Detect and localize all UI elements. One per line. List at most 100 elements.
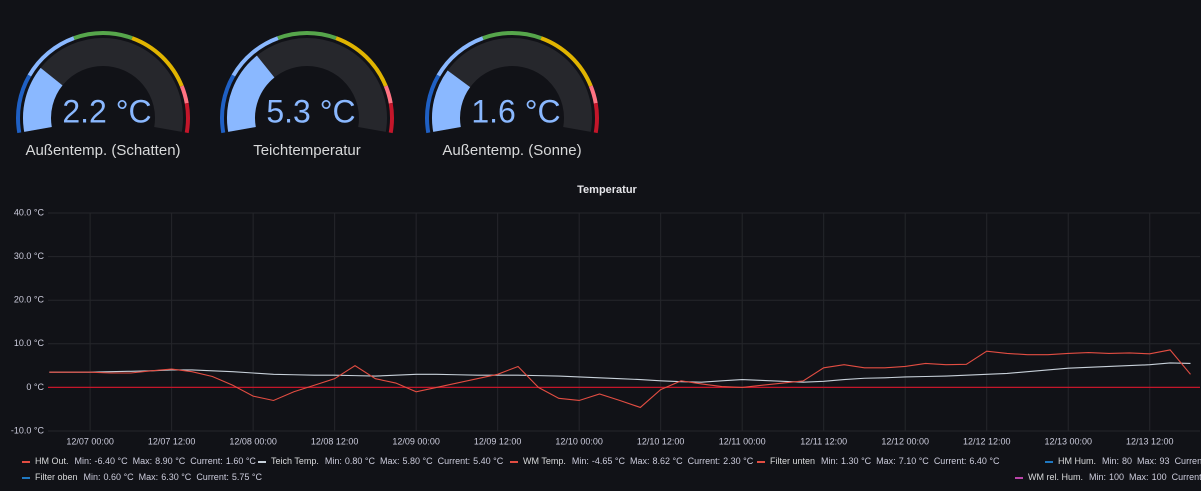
legend-stat-value: 8.90 °C	[155, 456, 186, 466]
threshold-band	[179, 85, 189, 104]
legend-stat-label: Min:	[84, 472, 101, 482]
legend-name: Filter oben	[35, 472, 78, 482]
x-tick-label: 12/13 00:00	[1044, 436, 1092, 446]
gauge-fill	[432, 70, 471, 132]
legend-entry: WM Temp. Min: -4.65 °C Max: 8.62 °C Current: 2…	[523, 456, 754, 466]
x-tick-label: 12/13 12:00	[1126, 436, 1174, 446]
x-tick-label: 12/10 12:00	[637, 436, 685, 446]
legend-stat-label: Min:	[821, 456, 838, 466]
legend-stat-value: 93	[1160, 456, 1170, 466]
legend-stat-value: 6.30 °C	[161, 472, 192, 482]
legend-stat-value: 1.60 °C	[226, 456, 257, 466]
legend-stat-value: -6.40 °C	[95, 456, 129, 466]
threshold-band	[436, 36, 484, 77]
legend-stat-label: Current:	[438, 456, 471, 466]
legend-entry: HM Out. Min: -6.40 °C Max: 8.90 °C Current: 1.…	[35, 456, 256, 466]
legend-stat-label: Current:	[1175, 456, 1201, 466]
y-tick-label: -10.0 °C	[11, 425, 45, 435]
legend-stat-label: Max:	[1137, 456, 1157, 466]
x-tick-label: 12/12 12:00	[963, 436, 1011, 446]
legend-stat-value: 7.10 °C	[899, 456, 930, 466]
threshold-band	[335, 36, 388, 87]
legend-stat-value: 8.62 °C	[653, 456, 684, 466]
legend-entry: Filter oben Min: 0.60 °C Max: 6.30 °C Current…	[35, 472, 262, 482]
y-tick-label: 20.0 °C	[14, 295, 45, 305]
x-tick-label: 12/07 00:00	[66, 436, 114, 446]
legend-stat-label: Max:	[380, 456, 400, 466]
x-tick-label: 12/12 00:00	[881, 436, 929, 446]
legend-stat-value: 5.75 °C	[232, 472, 263, 482]
legend-stat-label: Max:	[133, 456, 153, 466]
legend-name: HM Hum.	[1058, 456, 1096, 466]
legend-name: Teich Temp.	[271, 456, 319, 466]
legend-stat-label: Min:	[1102, 456, 1119, 466]
legend-stat-value: -4.65 °C	[592, 456, 626, 466]
gauge-label: Teichtemperatur	[253, 142, 361, 159]
legend-name: WM rel. Hum.	[1028, 472, 1083, 482]
threshold-band	[540, 36, 593, 87]
x-tick-label: 12/09 00:00	[392, 436, 440, 446]
threshold-band	[231, 36, 279, 77]
threshold-band	[277, 31, 337, 41]
gauge-value: 5.3 °C	[266, 93, 355, 129]
legend-stat-label: Min:	[1089, 472, 1106, 482]
x-tick-label: 12/11 12:00	[800, 436, 847, 446]
threshold-band	[16, 74, 32, 134]
legend-stat-label: Min:	[572, 456, 589, 466]
legend-stat-value: 5.40 °C	[473, 456, 504, 466]
gauge-fill	[227, 55, 275, 132]
legend-name: WM Temp.	[523, 456, 566, 466]
threshold-band	[425, 74, 441, 134]
legend-stat-label: Current:	[934, 456, 967, 466]
x-tick-label: 12/10 00:00	[555, 436, 603, 446]
legend-stat-label: Max:	[1129, 472, 1149, 482]
legend-stat-label: Current:	[688, 456, 721, 466]
legend-stat-label: Min:	[325, 456, 342, 466]
gauge-fill	[23, 67, 63, 132]
gauge-value: 2.2 °C	[62, 93, 151, 129]
legend-stat-value: 100	[1152, 472, 1167, 482]
series-line	[49, 349, 1191, 409]
y-tick-label: 10.0 °C	[14, 338, 45, 348]
legend-stat-value: 80	[1122, 456, 1132, 466]
legend-stat-value: 5.80 °C	[403, 456, 434, 466]
legend-name: Filter unten	[770, 456, 815, 466]
x-tick-label: 12/08 12:00	[311, 436, 359, 446]
x-tick-label: 12/11 00:00	[719, 436, 766, 446]
threshold-band	[184, 102, 190, 134]
threshold-band	[73, 31, 133, 41]
legend-stat-label: Max:	[876, 456, 896, 466]
legend-entry: Teich Temp. Min: 0.80 °C Max: 5.80 °C Current…	[271, 456, 504, 466]
legend-stat-value: 0.80 °C	[345, 456, 376, 466]
x-tick-label: 12/08 00:00	[229, 436, 277, 446]
x-tick-label: 12/09 12:00	[474, 436, 522, 446]
y-tick-label: 0 °C	[26, 382, 44, 392]
threshold-band	[131, 36, 184, 87]
y-tick-label: 30.0 °C	[14, 251, 45, 261]
threshold-band	[27, 36, 75, 77]
threshold-band	[383, 85, 393, 104]
gauge-value: 1.6 °C	[471, 93, 560, 129]
legend-entry: Filter unten Min: 1.30 °C Max: 7.10 °C Curren…	[770, 456, 1000, 466]
legend-stat-value: 0.60 °C	[104, 472, 135, 482]
y-tick-label: 40.0 °C	[14, 207, 45, 217]
threshold-band	[220, 74, 236, 134]
gauge-label: Außentemp. (Sonne)	[442, 142, 581, 159]
legend-stat-value: 2.30 °C	[723, 456, 754, 466]
legend-name: HM Out.	[35, 456, 69, 466]
legend-stat-label: Current:	[196, 472, 229, 482]
legend-stat-label: Min:	[75, 456, 92, 466]
chart-title: Temperatur	[577, 184, 637, 196]
threshold-band	[593, 102, 599, 134]
legend-stat-label: Max:	[630, 456, 650, 466]
legend-stat-label: Current:	[1172, 472, 1201, 482]
series-line	[49, 362, 1191, 383]
legend-stat-value: 100	[1109, 472, 1124, 482]
threshold-band	[588, 85, 598, 104]
legend-stat-value: 6.40 °C	[969, 456, 1000, 466]
legend-stat-label: Current:	[190, 456, 223, 466]
